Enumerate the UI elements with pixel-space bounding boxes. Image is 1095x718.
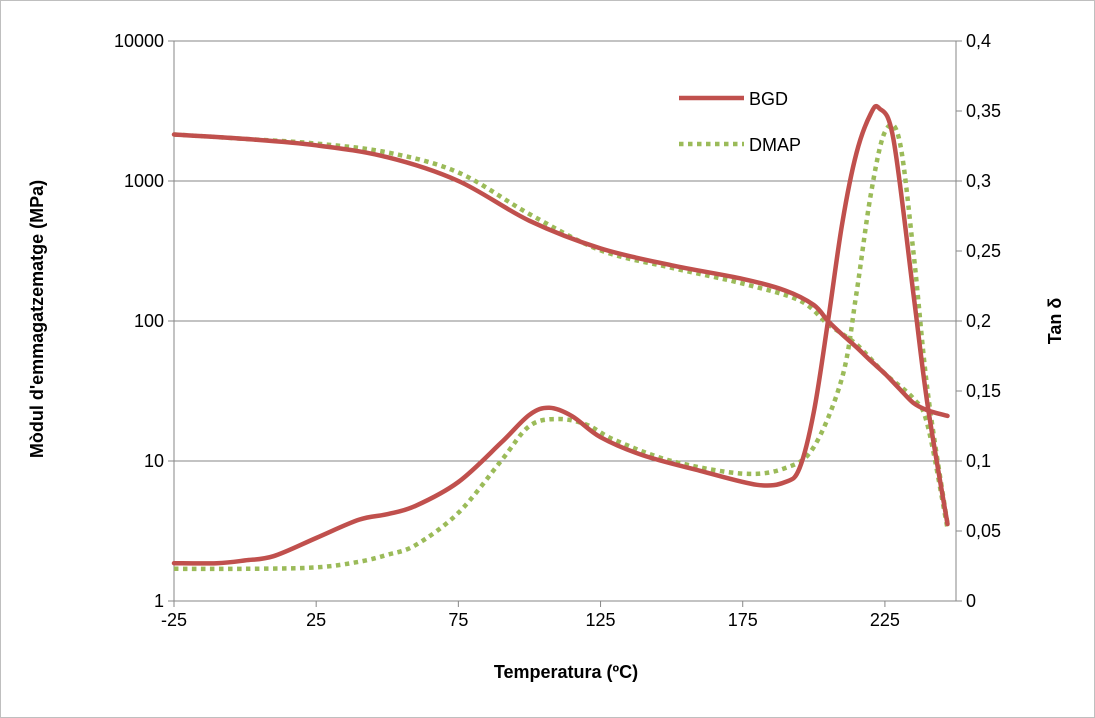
y-right-tick-label-1: 0,05 [966,521,1001,541]
x-tick-label-4: 175 [728,610,758,630]
y-right-tick-label-7: 0,35 [966,101,1001,121]
x-tick-label-1: 25 [306,610,326,630]
series-line-bgd-modulus [171,132,950,419]
x-tick-label-2: 75 [448,610,468,630]
y-right-tick-label-6: 0,3 [966,171,991,191]
y-right-axis-title: Tan δ [1045,298,1065,345]
series-line-bgd-tan-delta [171,103,950,566]
y-left-tick-label-4: 10000 [114,31,164,51]
y-right-tick-label-5: 0,25 [966,241,1001,261]
y-right-tick-label-4: 0,2 [966,311,991,331]
legend-label-dmap: DMAP [749,135,801,155]
y-left-tick-label-2: 100 [134,311,164,331]
y-right-axis-ticks: 0 0,05 0,1 0,15 0,2 0,25 0,3 0,35 0,4 [956,31,1001,611]
x-axis-title: Temperatura (ºC) [494,662,638,682]
x-tick-label-5: 225 [870,610,900,630]
legend-label-bgd: BGD [749,89,788,109]
series-line-dmap-tan-delta [173,122,950,572]
y-left-axis-title: Mòdul d'emmagatzematge (MPa) [27,180,47,458]
y-right-tick-label-3: 0,15 [966,381,1001,401]
x-tick-label-3: 125 [586,610,616,630]
legend: BGD DMAP [679,89,801,155]
x-axis-ticks: -25 25 75 125 175 225 [161,601,900,630]
series-layer [171,103,950,572]
y-left-tick-label-3: 1000 [124,171,164,191]
y-left-tick-label-1: 10 [144,451,164,471]
y-left-tick-label-0: 1 [154,591,164,611]
y-right-tick-label-0: 0 [966,591,976,611]
y-right-tick-label-8: 0,4 [966,31,991,51]
y-left-axis-ticks: 1 10 100 1000 10000 [114,31,174,611]
y-right-tick-label-2: 0,1 [966,451,991,471]
gridlines [174,40,956,602]
series-line-dmap-modulus [173,132,950,529]
x-tick-label-0: -25 [161,610,187,630]
